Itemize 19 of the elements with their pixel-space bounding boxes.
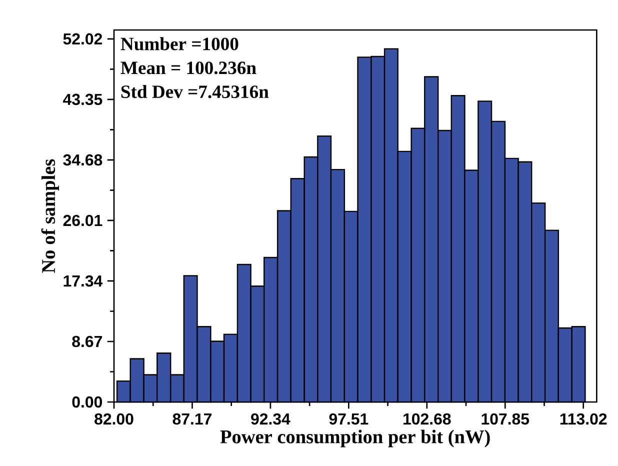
annotation: Number =1000 [120, 37, 238, 50]
annotation: Std Dev =7.45316n [121, 84, 269, 98]
x-tick-label: 97.51 [329, 413, 368, 425]
x-tick-label: 113.02 [560, 413, 607, 425]
y-tick-label: 52.02 [63, 33, 102, 45]
x-tick-label: 82.00 [94, 413, 134, 425]
y-tick-label: 34.68 [63, 154, 102, 166]
x-tick-label: 102.68 [404, 413, 451, 425]
y-tick-label: 17.34 [64, 275, 103, 287]
y-tick-label: 0.00 [72, 396, 102, 408]
y-tick-label: 26.01 [63, 214, 102, 226]
x-axis-title: Power consumption per bit (nW) [220, 430, 490, 448]
x-tick-label: 92.34 [251, 413, 290, 425]
x-tick-label: 87.17 [172, 413, 212, 425]
y-tick-label: 43.35 [63, 94, 102, 106]
x-tick-label: 107.85 [482, 413, 530, 425]
y-tick-label: 8.67 [72, 336, 102, 348]
y-axis-title: No of samples [41, 159, 59, 273]
annotation: Mean = 100.236n [120, 62, 256, 74]
